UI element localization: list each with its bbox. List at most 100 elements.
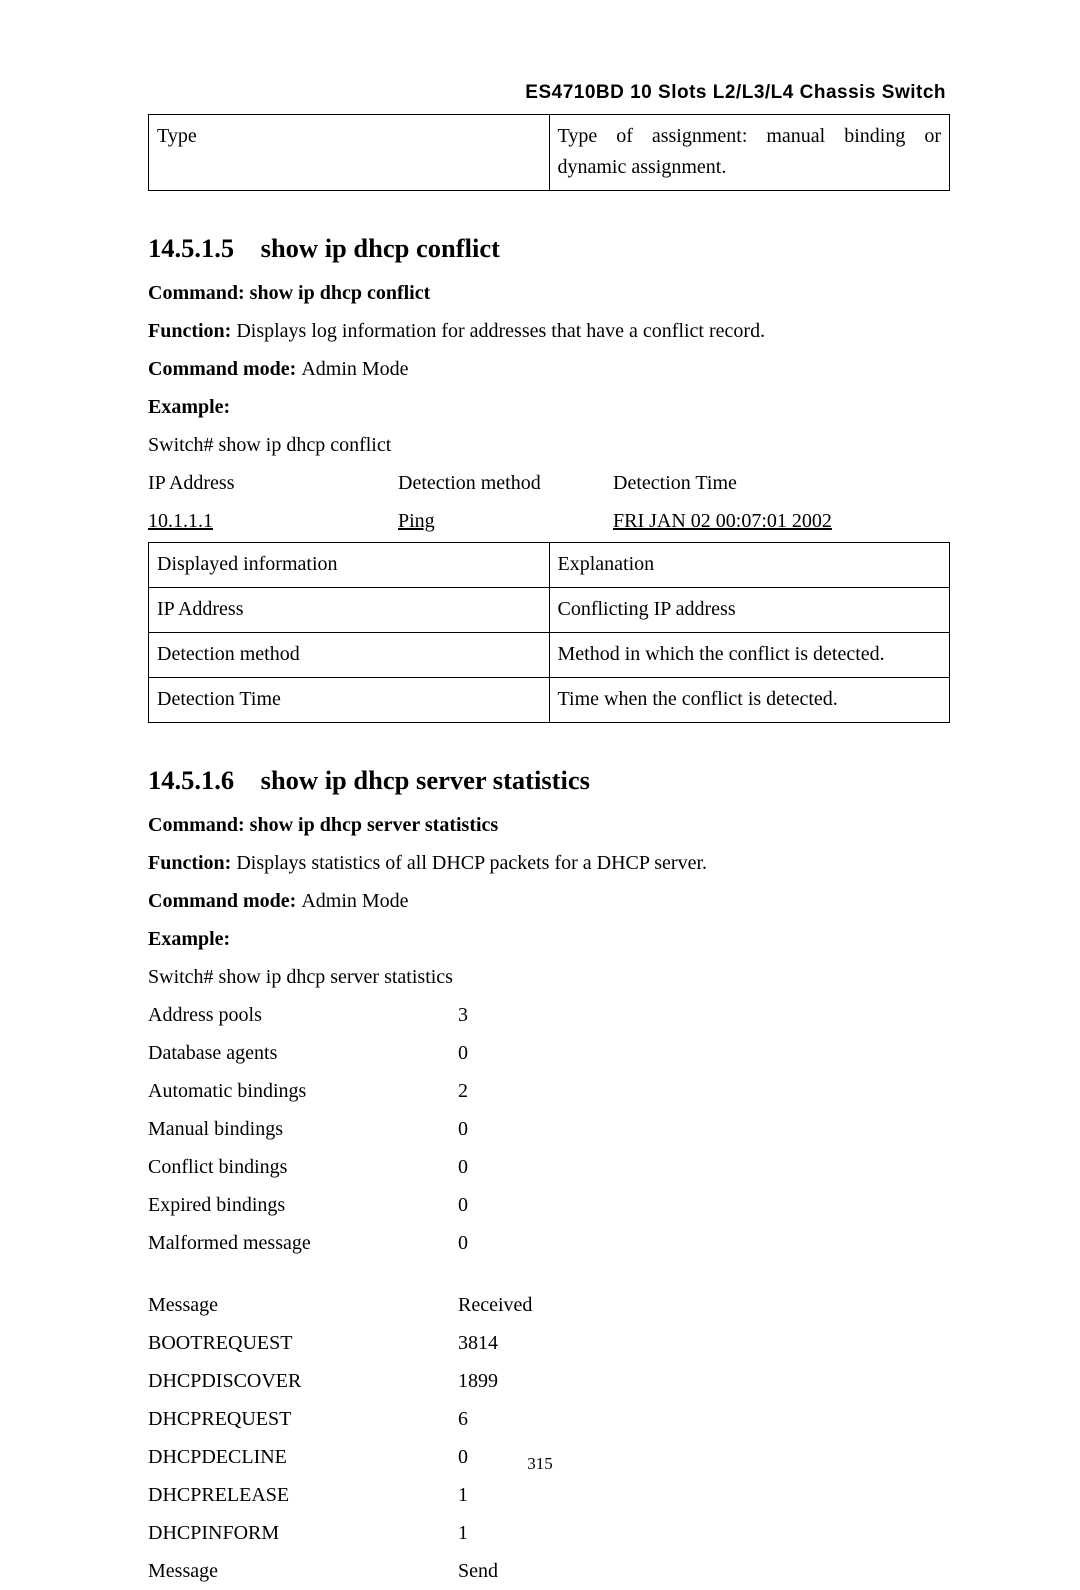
table-row: Detection method Method in which the con…	[149, 633, 950, 678]
command-text: show ip dhcp server statistics	[250, 814, 499, 836]
stats-value: 1899	[458, 1362, 950, 1400]
stats-row: MessageSend	[148, 1552, 950, 1590]
stats-value: 0	[458, 1110, 950, 1148]
command-line: Command: show ip dhcp server statistics	[148, 806, 950, 844]
cell-ip-expl: Conflicting IP address	[549, 588, 950, 633]
stats-value: 1	[458, 1514, 950, 1552]
page-container: ES4710BD 10 Slots L2/L3/L4 Chassis Switc…	[0, 0, 1080, 1590]
stats-row: Manual bindings0	[148, 1110, 950, 1148]
table-row: Displayed information Explanation	[149, 543, 950, 588]
section-title: show ip dhcp server statistics	[261, 765, 590, 795]
command-line: Command: show ip dhcp conflict	[148, 274, 950, 312]
function-text: Displays statistics of all DHCP packets …	[236, 852, 707, 874]
message-header-row: Message Received	[148, 1286, 950, 1324]
cell-ip: IP Address	[149, 588, 550, 633]
function-text: Displays log information for addresses t…	[236, 320, 765, 342]
col-time-value: FRI JAN 02 00:07:01 2002	[613, 502, 950, 540]
example-label: Example:	[148, 920, 950, 958]
method-value-text: Ping	[398, 510, 435, 532]
cell-disp-info: Displayed information	[149, 543, 550, 588]
cell-method: Detection method	[149, 633, 550, 678]
col-ip-header: IP Address	[148, 464, 398, 502]
section-number: 14.5.1.6	[148, 765, 234, 795]
stats-key: Conflict bindings	[148, 1148, 458, 1186]
stats-row: Malformed message0	[148, 1224, 950, 1262]
function-line: Function: Displays log information for a…	[148, 312, 950, 350]
stats-value: 0	[458, 1224, 950, 1262]
stats-value: 6	[458, 1400, 950, 1438]
mode-line: Command mode: Admin Mode	[148, 350, 950, 388]
stats-value: 0	[458, 1034, 950, 1072]
stats-key: BOOTREQUEST	[148, 1324, 458, 1362]
stats-key: Database agents	[148, 1034, 458, 1072]
command-text: show ip dhcp conflict	[250, 282, 431, 304]
section-heading-statistics: 14.5.1.6 show ip dhcp server statistics	[148, 765, 950, 796]
stats-row: Automatic bindings2	[148, 1072, 950, 1110]
stats-row: BOOTREQUEST3814	[148, 1324, 950, 1362]
time-value-text: FRI JAN 02 00:07:01 2002	[613, 510, 832, 532]
cell-time: Detection Time	[149, 678, 550, 723]
stats-key: Expired bindings	[148, 1186, 458, 1224]
stats-row: Conflict bindings0	[148, 1148, 950, 1186]
ip-value-text: 10.1.1.1	[148, 510, 213, 532]
cell-explanation: Explanation	[549, 543, 950, 588]
received-label: Received	[458, 1286, 950, 1324]
stats-row: Database agents0	[148, 1034, 950, 1072]
conflict-header-row: IP Address Detection method Detection Ti…	[148, 464, 950, 502]
section-number: 14.5.1.5	[148, 233, 234, 263]
col-method-header: Detection method	[398, 464, 613, 502]
stats-value: 0	[458, 1186, 950, 1224]
shell-line: Switch# show ip dhcp conflict	[148, 426, 950, 464]
stats-block-1: Address pools3Database agents0Automatic …	[148, 996, 950, 1262]
mode-text: Admin Mode	[301, 890, 408, 912]
type-table: Type Type of assignment: manual binding …	[148, 114, 950, 191]
section-heading-conflict: 14.5.1.5 show ip dhcp conflict	[148, 233, 950, 264]
conflict-data-row: 10.1.1.1 Ping FRI JAN 02 00:07:01 2002	[148, 502, 950, 540]
stats-key: DHCPRELEASE	[148, 1476, 458, 1514]
stats-value: 0	[458, 1148, 950, 1186]
mode-text: Admin Mode	[301, 358, 408, 380]
stats-row: Expired bindings0	[148, 1186, 950, 1224]
table-row: Type Type of assignment: manual binding …	[149, 115, 950, 191]
stats-key: DHCPDISCOVER	[148, 1362, 458, 1400]
function-label: Function:	[148, 852, 236, 874]
section-title: show ip dhcp conflict	[261, 233, 500, 263]
function-line: Function: Displays statistics of all DHC…	[148, 844, 950, 882]
message-label: Message	[148, 1286, 458, 1324]
stats-row: DHCPDISCOVER1899	[148, 1362, 950, 1400]
mode-line: Command mode: Admin Mode	[148, 882, 950, 920]
document-header: ES4710BD 10 Slots L2/L3/L4 Chassis Switc…	[148, 82, 950, 104]
example-label: Example:	[148, 388, 950, 426]
command-label: Command:	[148, 814, 250, 836]
stats-key: Automatic bindings	[148, 1072, 458, 1110]
stats-value: 3	[458, 996, 950, 1034]
page-number: 315	[0, 1454, 1080, 1474]
mode-label: Command mode:	[148, 890, 301, 912]
cell-time-expl: Time when the conflict is detected.	[549, 678, 950, 723]
stats-value: 2	[458, 1072, 950, 1110]
stats-row: DHCPINFORM1	[148, 1514, 950, 1552]
col-method-value: Ping	[398, 502, 613, 540]
stats-value: 3814	[458, 1324, 950, 1362]
spacer	[148, 1262, 950, 1286]
col-ip-value: 10.1.1.1	[148, 502, 398, 540]
stats-key: DHCPINFORM	[148, 1514, 458, 1552]
col-time-header: Detection Time	[613, 464, 950, 502]
stats-row: DHCPREQUEST6	[148, 1400, 950, 1438]
stats-key: Malformed message	[148, 1224, 458, 1262]
stats-row: DHCPRELEASE1	[148, 1476, 950, 1514]
stats-row: Address pools3	[148, 996, 950, 1034]
stats-key: DHCPREQUEST	[148, 1400, 458, 1438]
stats-key: Message	[148, 1552, 458, 1590]
type-cell-right: Type of assignment: manual binding or dy…	[549, 115, 950, 191]
function-label: Function:	[148, 320, 236, 342]
type-cell-left: Type	[149, 115, 550, 191]
cell-method-expl: Method in which the conflict is detected…	[549, 633, 950, 678]
table-row: Detection Time Time when the conflict is…	[149, 678, 950, 723]
stats-key: Manual bindings	[148, 1110, 458, 1148]
mode-label: Command mode:	[148, 358, 301, 380]
stats-value: 1	[458, 1476, 950, 1514]
stats-key: Address pools	[148, 996, 458, 1034]
conflict-explanation-table: Displayed information Explanation IP Add…	[148, 542, 950, 723]
shell-line: Switch# show ip dhcp server statistics	[148, 958, 950, 996]
